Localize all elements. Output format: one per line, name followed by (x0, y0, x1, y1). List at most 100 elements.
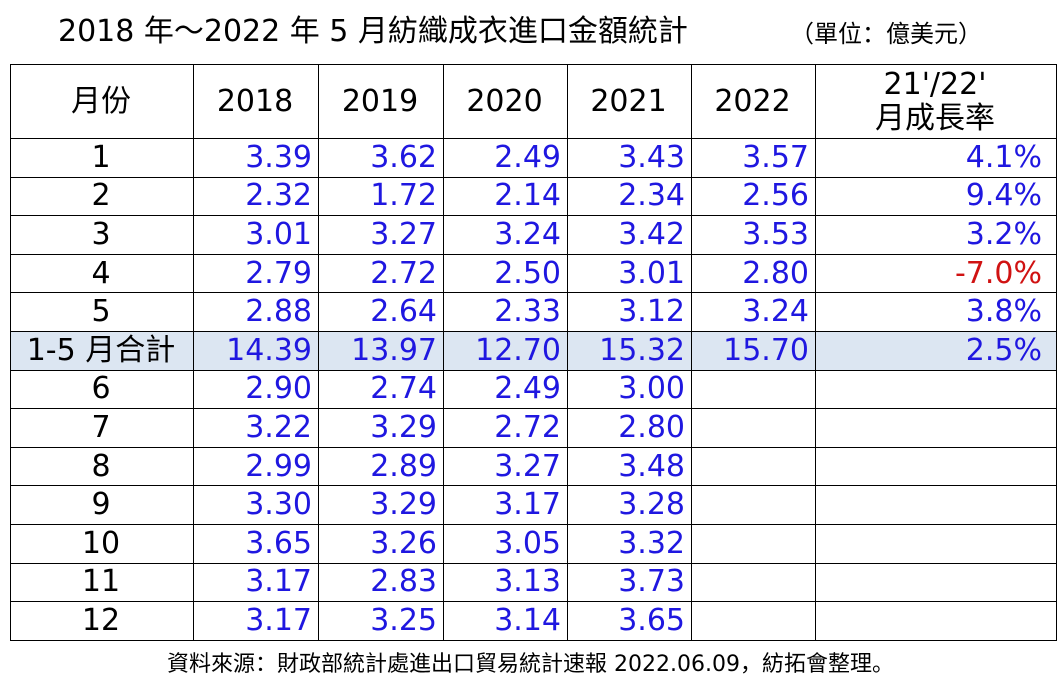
value-cell: 3.53 (691, 215, 816, 255)
growth-rate-cell: 3.2% (815, 215, 1057, 255)
value-cell: 3.28 (567, 485, 692, 525)
value-cell: 3.01 (567, 253, 692, 294)
month-cell: 11 (10, 562, 194, 603)
value-cell: 3.24 (691, 292, 816, 332)
value-cell (691, 485, 816, 525)
month-cell: 1-5 月合計 (10, 330, 194, 371)
value-cell: 3.48 (567, 446, 692, 487)
table-body: 1 3.39 3.62 2.49 3.43 3.57 4.1% 2 2.32 1.72 2.14 2.… (10, 138, 1057, 641)
growth-rate-cell: 3.8% (815, 292, 1057, 332)
value-cell: 3.65 (193, 523, 319, 564)
growth-rate-cell (815, 446, 1057, 487)
value-cell: 14.39 (193, 330, 319, 371)
value-cell: 3.01 (193, 215, 319, 255)
table-row: 2 2.32 1.72 2.14 2.34 2.56 9.4% (10, 176, 1057, 217)
value-cell: 2.49 (443, 369, 568, 410)
growth-rate-cell (815, 523, 1057, 564)
value-cell: 2.83 (318, 562, 444, 603)
value-cell: 3.29 (318, 408, 444, 448)
value-cell: 2.99 (193, 446, 319, 487)
value-cell (691, 369, 816, 410)
value-cell: 3.57 (691, 138, 816, 178)
month-cell: 12 (10, 601, 194, 641)
growth-rate-cell (815, 562, 1057, 603)
growth-rate-cell (815, 485, 1057, 525)
value-cell: 3.30 (193, 485, 319, 525)
table-row: 6 2.90 2.74 2.49 3.00 (10, 369, 1057, 410)
month-cell: 3 (10, 215, 194, 255)
header-year: 2022 (691, 64, 816, 139)
table-row: 9 3.30 3.29 3.17 3.28 (10, 485, 1057, 525)
value-cell: 3.25 (318, 601, 444, 641)
value-cell (691, 523, 816, 564)
title-row: 2018 年～2022 年 5 月紡織成衣進口金額統計 （單位：億美元） (0, 10, 1061, 56)
value-cell (691, 601, 816, 641)
value-cell: 3.17 (443, 485, 568, 525)
value-cell (691, 562, 816, 603)
value-cell: 3.13 (443, 562, 568, 603)
value-cell: 13.97 (318, 330, 444, 371)
value-cell: 2.50 (443, 253, 568, 294)
growth-rate-cell: 9.4% (815, 176, 1057, 217)
value-cell: 2.64 (318, 292, 444, 332)
month-cell: 4 (10, 253, 194, 294)
value-cell: 3.05 (443, 523, 568, 564)
month-cell: 1 (10, 138, 194, 178)
value-cell: 2.14 (443, 176, 568, 217)
growth-rate-cell (815, 408, 1057, 448)
value-cell: 2.56 (691, 176, 816, 217)
total-row: 1-5 月合計 14.39 13.97 12.70 15.32 15.70 2.5% (10, 330, 1057, 371)
value-cell: 2.32 (193, 176, 319, 217)
month-cell: 10 (10, 523, 194, 564)
value-cell (691, 446, 816, 487)
value-cell: 2.88 (193, 292, 319, 332)
month-cell: 8 (10, 446, 194, 487)
header-year: 2021 (567, 64, 692, 139)
value-cell: 3.65 (567, 601, 692, 641)
value-cell: 2.49 (443, 138, 568, 178)
header-year: 2019 (318, 64, 444, 139)
table-row: 11 3.17 2.83 3.13 3.73 (10, 562, 1057, 603)
month-cell: 2 (10, 176, 194, 217)
value-cell: 3.22 (193, 408, 319, 448)
month-cell: 6 (10, 369, 194, 410)
growth-rate-cell: 2.5% (815, 330, 1057, 371)
table-row: 3 3.01 3.27 3.24 3.42 3.53 3.2% (10, 215, 1057, 255)
value-cell: 1.72 (318, 176, 444, 217)
header-month: 月份 (10, 64, 194, 139)
header-year: 2018 (193, 64, 319, 139)
value-cell: 3.26 (318, 523, 444, 564)
value-cell: 2.89 (318, 446, 444, 487)
source-note: 資料來源：財政部統計處進出口貿易統計速報 2022.06.09，紡拓會整理。 (167, 652, 894, 677)
value-cell: 15.32 (567, 330, 692, 371)
value-cell: 3.00 (567, 369, 692, 410)
value-cell: 3.27 (318, 215, 444, 255)
table-row: 10 3.65 3.26 3.05 3.32 (10, 523, 1057, 564)
value-cell: 3.43 (567, 138, 692, 178)
unit-label: （單位：億美元） (790, 20, 982, 48)
value-cell: 2.79 (193, 253, 319, 294)
value-cell (691, 408, 816, 448)
header-growth-rate: 21'/22' 月成長率 (815, 64, 1057, 139)
table-row: 5 2.88 2.64 2.33 3.12 3.24 3.8% (10, 292, 1057, 332)
table-row: 12 3.17 3.25 3.14 3.65 (10, 601, 1057, 641)
table-row: 8 2.99 2.89 3.27 3.48 (10, 446, 1057, 487)
growth-rate-cell (815, 369, 1057, 410)
month-cell: 5 (10, 292, 194, 332)
value-cell: 2.80 (567, 408, 692, 448)
table-row: 4 2.79 2.72 2.50 3.01 2.80 -7.0% (10, 253, 1057, 294)
header-year: 2020 (443, 64, 568, 139)
table-row: 7 3.22 3.29 2.72 2.80 (10, 408, 1057, 448)
value-cell: 3.62 (318, 138, 444, 178)
value-cell: 2.72 (318, 253, 444, 294)
header-growth-rate-line1: 21'/22' (883, 66, 987, 102)
growth-rate-cell: 4.1% (815, 138, 1057, 178)
value-cell: 3.42 (567, 215, 692, 255)
value-cell: 3.73 (567, 562, 692, 603)
value-cell: 3.17 (193, 601, 319, 641)
value-cell: 2.33 (443, 292, 568, 332)
page-title: 2018 年～2022 年 5 月紡織成衣進口金額統計 (58, 14, 688, 49)
growth-rate-cell: -7.0% (815, 253, 1057, 294)
growth-rate-cell (815, 601, 1057, 641)
value-cell: 2.90 (193, 369, 319, 410)
